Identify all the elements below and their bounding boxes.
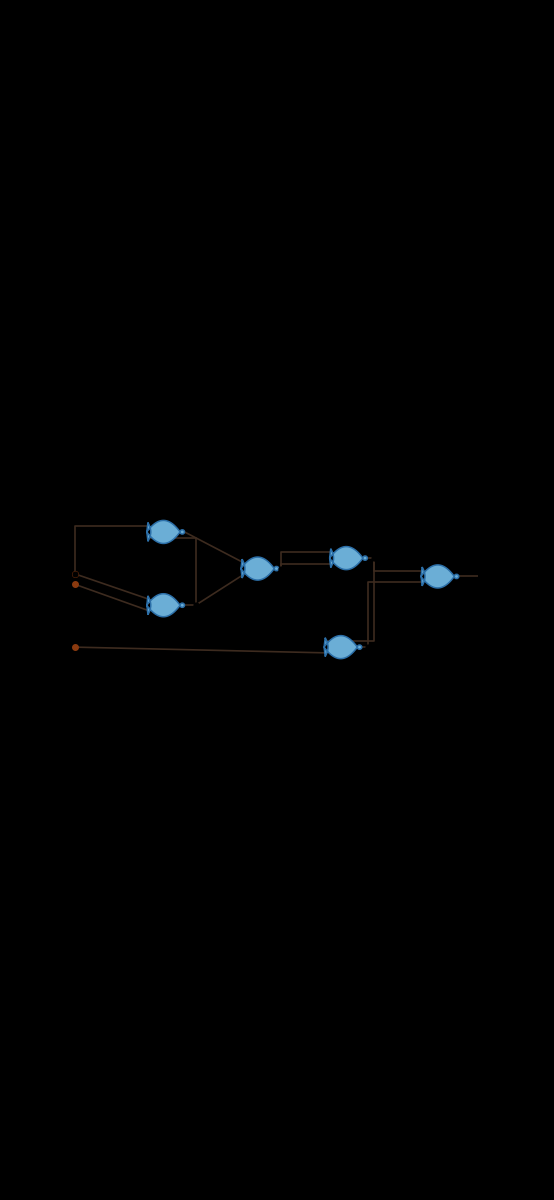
Circle shape — [180, 530, 184, 534]
Text: Q16: Q16 — [10, 377, 38, 389]
Polygon shape — [330, 547, 363, 570]
Text: P: P — [281, 541, 290, 554]
Text: A: A — [61, 568, 70, 581]
Text: Figure Q16i: Figure Q16i — [247, 728, 318, 742]
Circle shape — [363, 556, 367, 560]
Text: B: B — [61, 577, 70, 590]
Circle shape — [357, 646, 362, 649]
Text: Q: Q — [481, 570, 491, 583]
Text: .: . — [10, 445, 14, 458]
Circle shape — [180, 604, 184, 607]
Text: i): i) — [60, 377, 69, 389]
Text: ii): ii) — [60, 754, 73, 767]
Circle shape — [454, 575, 459, 578]
Polygon shape — [147, 594, 180, 617]
Circle shape — [274, 566, 279, 571]
Polygon shape — [147, 521, 180, 544]
Text: C: C — [61, 641, 70, 654]
Polygon shape — [241, 557, 274, 580]
Text: functions for Q.: functions for Q. — [100, 419, 198, 432]
Text: Prove that logic function P is equivalent to Ex-NOR.: Prove that logic function P is equivalen… — [100, 754, 429, 767]
Polygon shape — [324, 636, 357, 659]
Polygon shape — [421, 565, 454, 588]
Text: For the logic diagram having NOR gates shown in Figure Q16i. predict the logic: For the logic diagram having NOR gates s… — [100, 377, 554, 389]
